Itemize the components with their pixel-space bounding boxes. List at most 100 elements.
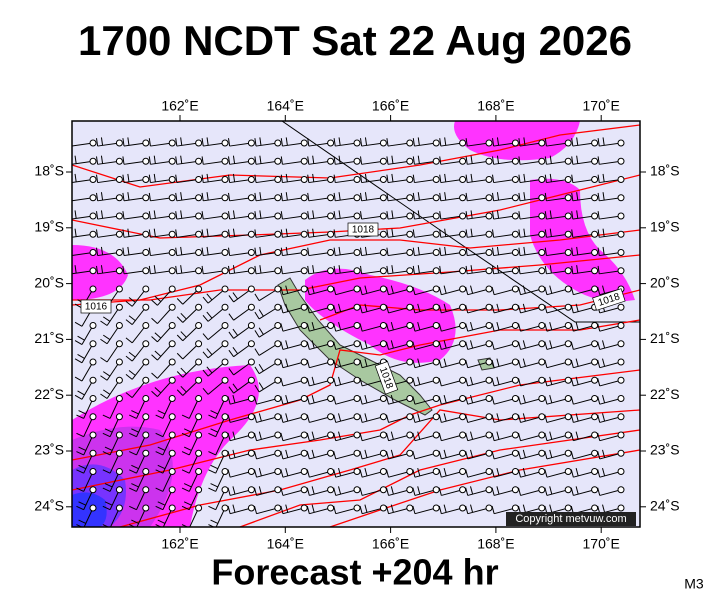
barb-shaft (388, 306, 410, 314)
barb-feather (518, 138, 521, 147)
station (591, 230, 599, 238)
station (485, 212, 493, 220)
station (274, 413, 282, 421)
barb-shaft (362, 398, 384, 405)
barb-shaft (308, 197, 331, 202)
station (538, 285, 546, 293)
station (327, 303, 335, 311)
station (432, 504, 440, 512)
station (327, 212, 335, 220)
barb-feather (438, 305, 442, 314)
barb-shaft (282, 270, 305, 275)
station (247, 504, 255, 512)
station (115, 449, 123, 457)
barb-shaft (150, 179, 173, 184)
barb-shaft (493, 215, 516, 220)
lat-label-left: 21˚S (34, 330, 64, 346)
station (353, 157, 361, 165)
station (300, 303, 308, 311)
barb-shaft (572, 233, 595, 238)
barb-feather (202, 387, 209, 395)
station (195, 358, 203, 366)
station (432, 212, 440, 220)
barb-feather (306, 378, 310, 387)
barb-feather (544, 286, 548, 295)
barb-feather (386, 156, 389, 165)
barb-feather (544, 192, 547, 201)
station (432, 157, 440, 165)
station (89, 230, 97, 238)
barb-feather (575, 322, 579, 331)
station (221, 376, 229, 384)
barb-feather (74, 358, 83, 364)
barb-shaft (546, 416, 569, 423)
barb-shaft (81, 361, 94, 382)
barb-shaft (230, 507, 252, 515)
station (221, 285, 229, 293)
station (300, 431, 308, 439)
barb-feather (285, 358, 289, 367)
barb-feather (181, 487, 190, 492)
barb-shaft (207, 343, 226, 359)
barb-feather (570, 378, 574, 387)
barb-feather (102, 432, 111, 438)
barb-feather (359, 323, 363, 332)
barb-feather (104, 428, 113, 433)
barb-feather (175, 211, 178, 220)
barb-shaft (467, 160, 490, 165)
barb-feather (439, 211, 442, 220)
station (300, 230, 308, 238)
station (168, 176, 176, 183)
station (511, 157, 519, 165)
barb-shaft (573, 471, 595, 478)
barb-shaft (136, 489, 147, 510)
station (168, 413, 176, 421)
barb-feather (206, 348, 213, 355)
barb-feather (570, 432, 574, 441)
barb-feather (153, 228, 156, 237)
station (327, 267, 335, 275)
barb-feather (386, 229, 389, 238)
station (195, 395, 203, 402)
barb-shaft (440, 252, 463, 257)
station (168, 322, 176, 329)
station (327, 285, 335, 293)
barb-feather (491, 378, 495, 387)
barb-feather (307, 247, 310, 256)
barb-feather (333, 174, 336, 183)
barb-shaft (255, 179, 278, 184)
barb-shaft (230, 398, 252, 405)
barb-shaft (387, 197, 410, 202)
barb-feather (417, 155, 420, 164)
barb-shaft (229, 270, 252, 275)
barb-feather (208, 524, 215, 527)
station (617, 413, 625, 421)
barb-feather (465, 286, 469, 295)
barb-feather (333, 286, 337, 295)
barb-feather (517, 305, 522, 314)
barb-shaft (97, 160, 120, 165)
barb-feather (100, 320, 108, 326)
barb-feather (385, 469, 390, 478)
station (247, 413, 255, 421)
barb-feather (285, 504, 289, 513)
barb-feather (201, 174, 204, 183)
barb-feather (338, 265, 341, 274)
lat-label-left: 18˚S (34, 163, 64, 179)
barb-feather (443, 285, 447, 294)
barb-feather (570, 286, 574, 295)
station (511, 322, 519, 329)
barb-shaft (176, 215, 199, 220)
barb-feather (306, 469, 310, 478)
station (247, 449, 255, 457)
barb-feather (570, 341, 574, 350)
barb-feather (439, 156, 442, 165)
barb-feather (280, 359, 284, 368)
barb-shaft (188, 453, 200, 474)
barb-feather (492, 192, 495, 201)
barb-feather (333, 505, 337, 514)
station (538, 249, 546, 256)
station (221, 413, 229, 421)
barb-feather (597, 341, 601, 350)
station (142, 413, 150, 421)
